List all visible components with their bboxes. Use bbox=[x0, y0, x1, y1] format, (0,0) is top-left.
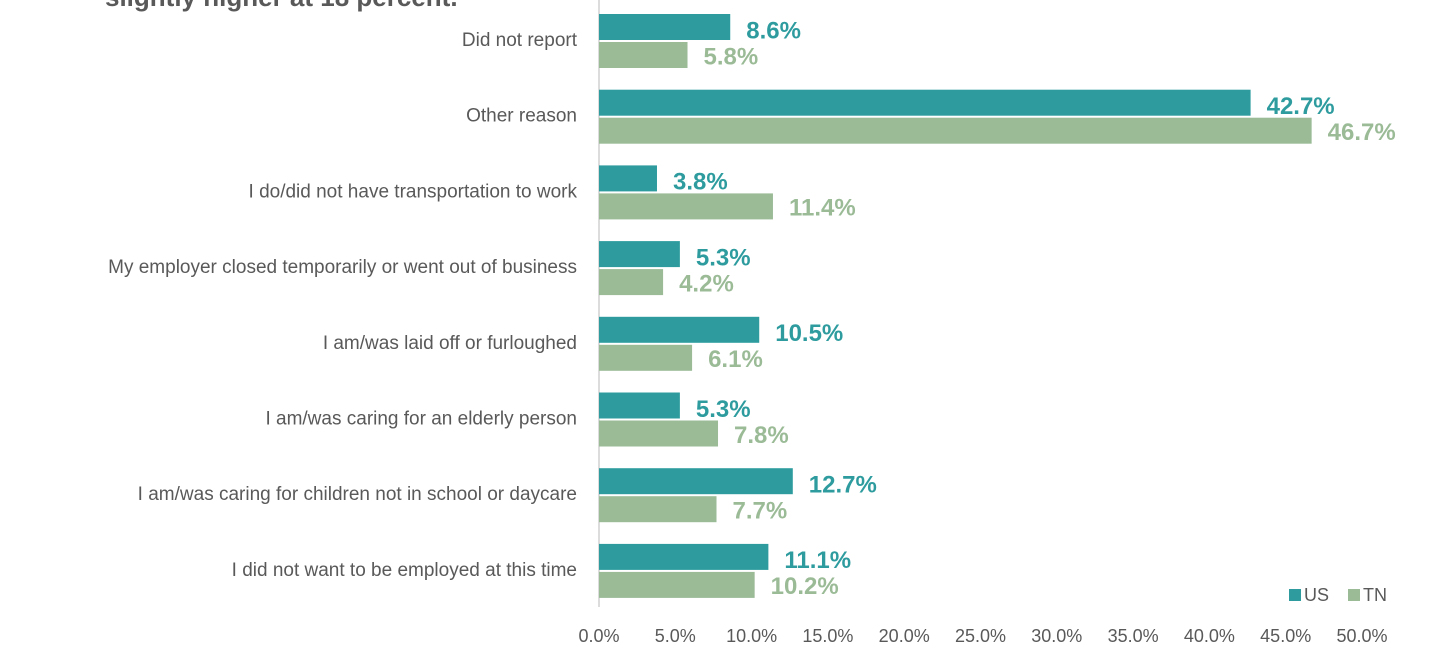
bar bbox=[599, 165, 657, 192]
bar bbox=[599, 316, 760, 343]
legend-label: TN bbox=[1363, 585, 1387, 605]
value-label: 12.7% bbox=[809, 472, 877, 499]
y-tick-label: I do/did not have transportation to work bbox=[249, 181, 578, 202]
value-label: 3.8% bbox=[673, 169, 728, 196]
bar bbox=[599, 392, 680, 419]
bar bbox=[599, 269, 664, 296]
bar bbox=[599, 241, 680, 268]
bar bbox=[599, 344, 693, 371]
x-tick-label: 50.0% bbox=[1336, 626, 1387, 646]
x-tick-label: 20.0% bbox=[879, 626, 930, 646]
value-label: 11.4% bbox=[789, 195, 856, 222]
bar bbox=[599, 571, 755, 598]
bar bbox=[599, 193, 773, 220]
legend-swatch bbox=[1348, 589, 1360, 601]
value-label: 42.7% bbox=[1267, 93, 1335, 120]
y-tick-label: I am/was caring for an elderly person bbox=[265, 409, 577, 430]
x-tick-label: 10.0% bbox=[726, 626, 777, 646]
y-tick-label: My employer closed temporarily or went o… bbox=[108, 257, 577, 278]
x-tick-label: 15.0% bbox=[802, 626, 853, 646]
bar bbox=[599, 420, 719, 447]
bar bbox=[599, 117, 1312, 144]
bar bbox=[599, 42, 688, 68]
x-tick-label: 30.0% bbox=[1031, 626, 1082, 646]
value-label: 5.3% bbox=[696, 244, 751, 271]
value-label: 4.2% bbox=[679, 270, 734, 297]
x-tick-label: 25.0% bbox=[955, 626, 1006, 646]
value-label: 46.7% bbox=[1328, 119, 1396, 146]
bar bbox=[599, 14, 731, 40]
value-label: 7.7% bbox=[733, 498, 788, 525]
value-label: 6.1% bbox=[708, 346, 763, 373]
value-label: 10.2% bbox=[771, 573, 839, 600]
x-tick-label: 35.0% bbox=[1108, 626, 1159, 646]
x-tick-label: 5.0% bbox=[655, 626, 696, 646]
x-tick-label: 40.0% bbox=[1184, 626, 1235, 646]
y-tick-label: Other reason bbox=[466, 106, 577, 127]
y-tick-label: Did not report bbox=[462, 30, 578, 51]
value-label: 7.8% bbox=[734, 422, 789, 449]
value-label: 11.1% bbox=[784, 547, 851, 574]
legend-swatch bbox=[1289, 589, 1301, 601]
value-label: 5.3% bbox=[696, 396, 751, 423]
x-tick-label: 0.0% bbox=[578, 626, 619, 646]
bar bbox=[599, 468, 793, 495]
value-label: 8.6% bbox=[746, 17, 801, 44]
value-label: 5.8% bbox=[704, 43, 759, 70]
bar bbox=[599, 543, 769, 570]
x-tick-label: 45.0% bbox=[1260, 626, 1311, 646]
value-label: 10.5% bbox=[775, 320, 843, 347]
bar bbox=[599, 496, 717, 523]
y-tick-label: I am/was caring for children not in scho… bbox=[138, 484, 577, 505]
legend-label: US bbox=[1304, 585, 1329, 605]
y-tick-label: I did not want to be employed at this ti… bbox=[232, 560, 577, 581]
y-tick-label: I am/was laid off or furloughed bbox=[323, 333, 577, 354]
chart-subtitle: slightly higher at 18 percent. bbox=[105, 0, 458, 12]
bar bbox=[599, 89, 1251, 116]
